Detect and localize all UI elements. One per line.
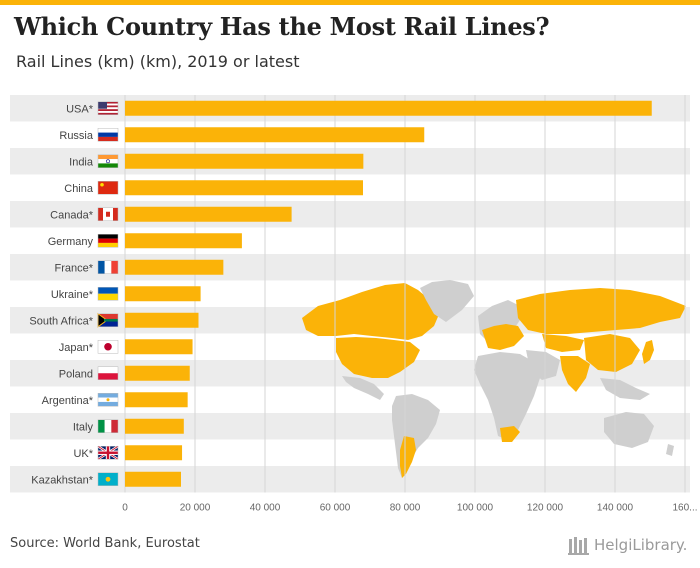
category-label: Kazakhstan* (31, 474, 93, 486)
category-label: Russia (59, 130, 94, 142)
category-label: Italy (73, 421, 94, 433)
bars (125, 100, 652, 487)
bar-usa (125, 100, 652, 116)
china-flag (97, 181, 119, 195)
bar-japan (125, 339, 193, 355)
helgi-library-logo: HelgiLibrary. (568, 534, 692, 556)
bar-uk (125, 445, 183, 461)
flags (97, 101, 119, 486)
kazakhstan-flag (97, 472, 119, 486)
logo-text: HelgiLibrary. (594, 536, 688, 554)
x-tick-label: 80 000 (390, 503, 421, 514)
category-label: Ukraine* (51, 289, 94, 301)
x-tick-label: 0 (122, 503, 128, 514)
map-new-zealand (666, 444, 674, 456)
map-south-africa (500, 426, 520, 442)
india-flag (97, 154, 119, 168)
italy-flag (97, 419, 119, 433)
chart-subtitle: Rail Lines (km) (km), 2019 or latest (16, 52, 300, 71)
map-australia (604, 412, 654, 448)
bar-russia (125, 127, 425, 143)
bar-ukraine (125, 286, 201, 302)
x-axis-ticks: 0 20 000 40 000 60 000 80 000 100 000 120 000 1… (122, 503, 697, 514)
category-label: France* (54, 262, 93, 274)
usa-flag (97, 101, 119, 115)
x-tick-label: 100 000 (457, 503, 494, 514)
south-africa-flag (97, 312, 119, 328)
uk-flag (97, 445, 119, 461)
bar-germany (125, 233, 242, 249)
map-china (584, 334, 640, 372)
bar-south-africa (125, 312, 199, 328)
category-label: Japan* (59, 342, 94, 354)
row-band (10, 254, 690, 281)
row-band (10, 466, 690, 493)
map-argentina (400, 436, 416, 478)
map-africa (474, 352, 540, 440)
ukraine-flag (97, 287, 119, 301)
row-band (10, 201, 690, 228)
france-flag (97, 260, 119, 274)
source-note: Source: World Bank, Eurostat (10, 536, 200, 551)
bar-argentina (125, 392, 188, 408)
category-labels: USA* Russia India China Canada* Germany France… (29, 103, 93, 486)
map-greenland (420, 280, 474, 322)
category-label: Poland (59, 368, 93, 380)
category-label: UK* (73, 448, 93, 460)
bar-france (125, 259, 224, 275)
poland-flag (97, 366, 119, 380)
x-tick-label: 20 000 (180, 503, 211, 514)
bar-canada (125, 206, 292, 222)
category-label: Argentina* (42, 395, 94, 407)
category-label: India (69, 156, 94, 168)
x-tick-label: 140 000 (597, 503, 634, 514)
x-tick-label: 60 000 (320, 503, 351, 514)
bar-china (125, 180, 363, 196)
category-label: USA* (66, 103, 94, 115)
map-canada (302, 283, 440, 340)
japan-flag (97, 340, 119, 354)
category-label: Germany (48, 236, 94, 248)
map-russia (516, 288, 686, 334)
row-band (10, 413, 690, 440)
category-label: South Africa* (29, 315, 93, 327)
bar-poland (125, 365, 190, 381)
accent-bar (0, 0, 700, 5)
russia-flag (97, 128, 119, 142)
canada-flag (97, 207, 119, 221)
library-icon (568, 537, 589, 555)
map-kazakhstan (542, 334, 584, 352)
map-southeast-asia (600, 378, 650, 400)
bar-india (125, 153, 364, 169)
map-middle-east (526, 350, 560, 380)
x-tick-label: 40 000 (250, 503, 281, 514)
argentina-flag (97, 393, 119, 407)
bar-chart: USA* Russia India China Canada* Germany France… (10, 95, 698, 514)
bar-kazakhstan (125, 471, 181, 487)
x-tick-label: 160... (672, 503, 697, 514)
chart-title: Which Country Has the Most Rail Lines? (14, 12, 550, 41)
map-japan (642, 340, 654, 364)
map-mexico (342, 376, 384, 400)
x-tick-label: 120 000 (527, 503, 564, 514)
bar-italy (125, 418, 184, 434)
map-europe-highlight (482, 324, 524, 350)
germany-flag (97, 234, 119, 248)
map-india (560, 356, 590, 392)
category-label: China (64, 183, 94, 195)
map-usa (336, 337, 420, 378)
category-label: Canada* (50, 209, 94, 221)
